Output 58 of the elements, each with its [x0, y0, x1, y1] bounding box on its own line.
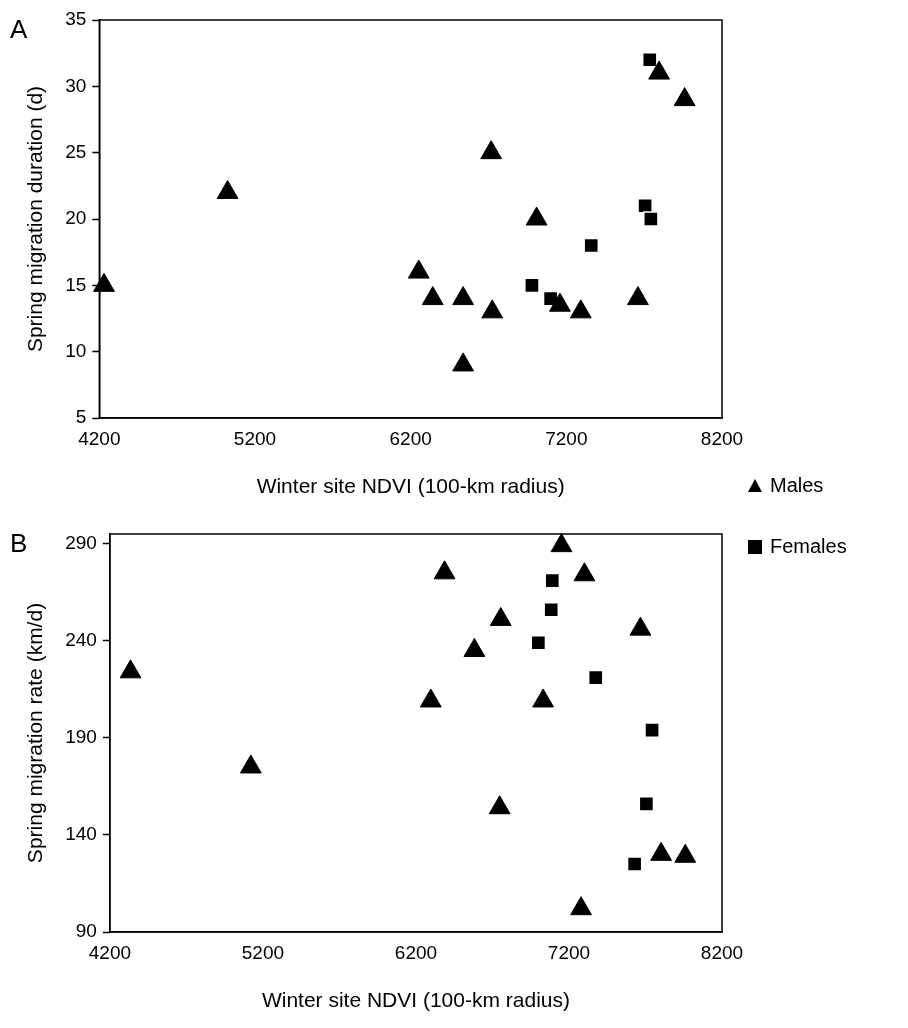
point — [433, 560, 456, 580]
x-tick-label: 7200 — [545, 427, 588, 449]
y-tick-label: 90 — [75, 920, 97, 942]
point — [550, 533, 573, 553]
x-tick-label: 4200 — [88, 941, 132, 963]
point — [648, 60, 670, 80]
point — [525, 206, 548, 226]
y-tick-label: 5 — [75, 406, 87, 428]
x-tick-label: 8200 — [700, 941, 744, 963]
x-tick-label: 5200 — [241, 941, 285, 963]
legend-label: Females — [770, 535, 847, 558]
y-tick-label: 290 — [65, 531, 97, 553]
point — [481, 299, 504, 319]
x-tick-label: 5200 — [233, 427, 277, 449]
y-tick-label: 190 — [65, 726, 97, 748]
point — [463, 637, 486, 657]
y-tick-label: 25 — [65, 140, 87, 162]
x-tick-label: 8200 — [700, 427, 744, 449]
point — [419, 688, 442, 708]
point — [407, 259, 430, 279]
chart-title: B — [10, 528, 28, 559]
x-tick-label: 6200 — [389, 427, 432, 449]
y-tick-label: 35 — [65, 8, 87, 30]
point — [216, 179, 239, 199]
point — [239, 754, 262, 774]
chart-title: A — [10, 14, 28, 45]
y-tick-label: 140 — [65, 823, 97, 845]
point — [532, 688, 555, 708]
y-tick-label: 15 — [65, 273, 87, 295]
x-tick-label: 4200 — [78, 427, 121, 449]
point — [119, 659, 142, 679]
y-tick-label: 240 — [65, 629, 97, 651]
x-axis-title: Winter site NDVI (100-km radius) — [261, 988, 570, 1012]
y-axis-title: Spring migration rate (km/d) — [23, 602, 47, 864]
point — [488, 795, 511, 815]
x-tick-label: 6200 — [394, 941, 438, 963]
point — [629, 616, 652, 636]
point — [452, 352, 475, 372]
y-tick-label: 20 — [65, 207, 87, 229]
x-tick-label: 7200 — [547, 941, 591, 963]
point — [549, 292, 571, 312]
point — [573, 562, 596, 582]
legend-label: Males — [770, 474, 824, 497]
point — [650, 841, 672, 861]
point — [93, 272, 115, 292]
point — [570, 896, 592, 916]
point — [673, 87, 696, 107]
point — [452, 286, 475, 306]
point — [674, 843, 697, 863]
point — [569, 299, 592, 319]
x-axis-title: Winter site NDVI (100-km radius) — [256, 474, 565, 498]
y-tick-label: 30 — [65, 74, 87, 96]
point — [489, 606, 512, 626]
y-tick-label: 10 — [65, 339, 87, 361]
point — [480, 140, 503, 160]
point — [627, 286, 649, 306]
point — [421, 286, 444, 306]
y-axis-title: Spring migration duration (d) — [23, 85, 47, 353]
